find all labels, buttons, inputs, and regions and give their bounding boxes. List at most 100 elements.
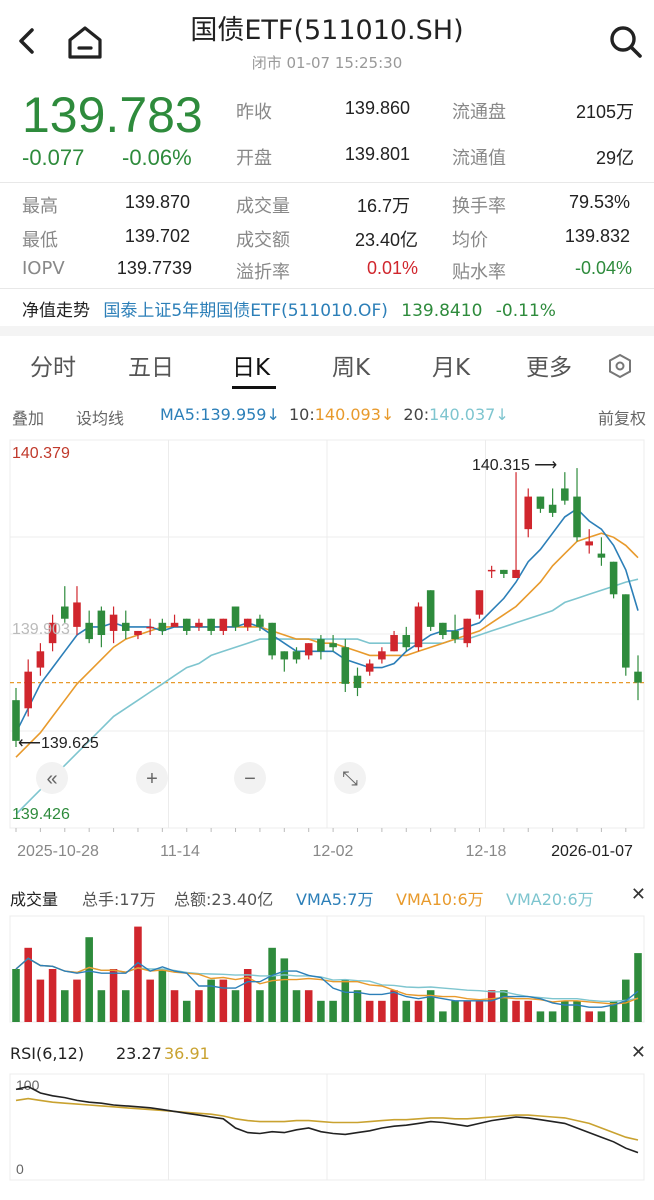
fullscreen-icon[interactable] [334, 762, 366, 794]
volume-bar [146, 979, 154, 1022]
overlay-button[interactable]: 叠加 [12, 409, 45, 428]
candle-body [414, 606, 423, 648]
circulating-value-label: 流通值 [452, 148, 506, 169]
ma20-value: 140.037↓ [429, 405, 509, 424]
total-hands: 总手:17万 [82, 890, 156, 909]
ma5-line [15, 507, 639, 734]
volume-bar [12, 969, 20, 1022]
candle-body [524, 496, 533, 530]
candle-body [48, 622, 57, 644]
iopv-label: IOPV [22, 258, 65, 279]
candle-body [329, 643, 337, 648]
hexagon-settings-icon[interactable] [606, 352, 634, 380]
volume-bar [353, 990, 362, 1022]
tab-daily-k[interactable]: 日K [232, 355, 271, 381]
set-ma-button[interactable]: 设均线 [76, 409, 125, 428]
volume-bar [207, 979, 215, 1022]
candle-body [73, 602, 81, 627]
x-axis-label: 2026-01-07 [551, 843, 633, 860]
vma5-line [15, 957, 639, 1008]
close-rsi-icon[interactable]: ✕ [630, 1042, 646, 1063]
volume-bar [134, 926, 142, 1022]
premium-label: 溢折率 [236, 262, 290, 283]
high-value: 139.870 [124, 192, 190, 212]
close-volume-icon[interactable]: ✕ [630, 884, 646, 905]
circulating-shares-label: 流通盘 [452, 102, 506, 123]
volume-bar [426, 990, 435, 1022]
back-arrow-icon[interactable] [10, 24, 44, 58]
zoom-in-icon[interactable] [136, 762, 168, 794]
vma20-value: VMA20:6万 [506, 890, 594, 909]
nav-value: 139.8410 [401, 301, 483, 321]
ma5-value: MA5:139.959↓ [160, 405, 280, 424]
volume-bar [402, 1000, 411, 1022]
candle-body [12, 700, 20, 741]
section-gap [0, 326, 654, 336]
zoom-in-icon-glyph: + [146, 768, 158, 790]
discount-label: 贴水率 [452, 262, 506, 283]
tab-intraday[interactable]: 分时 [30, 355, 76, 381]
volume-bar [573, 1000, 581, 1022]
low-value: 139.702 [124, 226, 190, 246]
x-axis-label: 11-14 [160, 843, 200, 860]
amount-label: 成交额 [236, 230, 290, 251]
rsi-legend-bar: RSI(6,12) 23.27 36.91 ✕ [0, 1040, 654, 1068]
header-bar: 国债ETF(511010.SH) 闭市 01-07 15:25:30 [0, 0, 654, 82]
rewind-icon[interactable] [36, 762, 68, 794]
candle-body [548, 504, 557, 513]
nav-trend-row[interactable]: 净值走势 国泰上证5年期国债ETF(511010.OF) 139.8410 -0… [22, 296, 556, 321]
candle-body [487, 569, 496, 572]
avg-price-value: 139.832 [564, 226, 630, 246]
tab-more[interactable]: 更多 [526, 355, 572, 381]
turnover-rate-value: 79.53% [568, 192, 630, 212]
tab-five-day[interactable]: 五日 [128, 355, 174, 381]
tab-weekly-k[interactable]: 周K [332, 355, 371, 381]
volume-bar [304, 990, 313, 1022]
volume-bar [597, 1011, 606, 1022]
rewind-icon-glyph: « [46, 768, 57, 790]
circulating-value-value: 29亿 [595, 148, 634, 168]
x-axis-label: 2025-10-28 [17, 843, 99, 860]
volume-bar [182, 1000, 191, 1022]
volume-bar [243, 969, 252, 1022]
candle-body [463, 618, 472, 644]
volume-bar [378, 1000, 386, 1022]
candle-body [536, 496, 545, 509]
volume-title: 成交量 [10, 890, 59, 909]
volume-value: 16.7万 [356, 196, 410, 216]
zoom-out-icon[interactable] [234, 762, 266, 794]
volume-legend-bar: 成交量 总手:17万 总额:23.40亿 VMA5:7万 VMA10:6万 VM… [0, 882, 654, 910]
candle-body [317, 639, 325, 652]
search-icon[interactable] [608, 24, 644, 60]
volume-bar [121, 990, 130, 1022]
candle-body [390, 635, 398, 652]
volume-bar [219, 979, 228, 1022]
ma-legend-bar: 叠加 设均线 MA5:139.959↓ 10:140.093↓ 20:140.0… [0, 400, 654, 430]
home-icon[interactable] [66, 24, 104, 60]
low-annotation: ⟵139.625 [18, 735, 99, 752]
candle-body [304, 643, 313, 656]
volume-bar [231, 990, 240, 1022]
prev-close-value: 139.860 [344, 98, 410, 118]
tab-monthly-k[interactable]: 月K [432, 355, 471, 381]
volume-bar [475, 1000, 484, 1022]
kline-chart[interactable]: 140.379 139.903 139.426 140.315 ⟶ ⟵139.625 « +… [0, 436, 654, 866]
volume-bar [487, 990, 496, 1022]
candle-body [158, 622, 167, 631]
premium-value: 0.01% [366, 258, 418, 278]
ma-values: MA5:139.959↓ 10:140.093↓ 20:140.037↓ [160, 405, 509, 424]
iopv-value: 139.7739 [116, 258, 192, 278]
vma10-value: VMA10:6万 [396, 890, 484, 909]
price-change: -0.077 [22, 145, 85, 170]
period-tabs: 分时 五日 日K 周K 月K 更多 [0, 340, 654, 390]
divider [0, 288, 654, 289]
vma5-value: VMA5:7万 [296, 890, 374, 909]
price-adjust-toggle[interactable]: 前复权 [597, 409, 646, 428]
candle-body [97, 610, 106, 636]
discount-value: -0.04% [574, 258, 632, 278]
candle-body [219, 618, 228, 631]
fullscreen-icon-glyph: ⤡ [342, 768, 358, 790]
volume-bar [365, 1000, 374, 1022]
y-min-label: 139.426 [12, 806, 70, 823]
nav-fund-name[interactable]: 国泰上证5年期国债ETF(511010.OF) [103, 301, 388, 321]
